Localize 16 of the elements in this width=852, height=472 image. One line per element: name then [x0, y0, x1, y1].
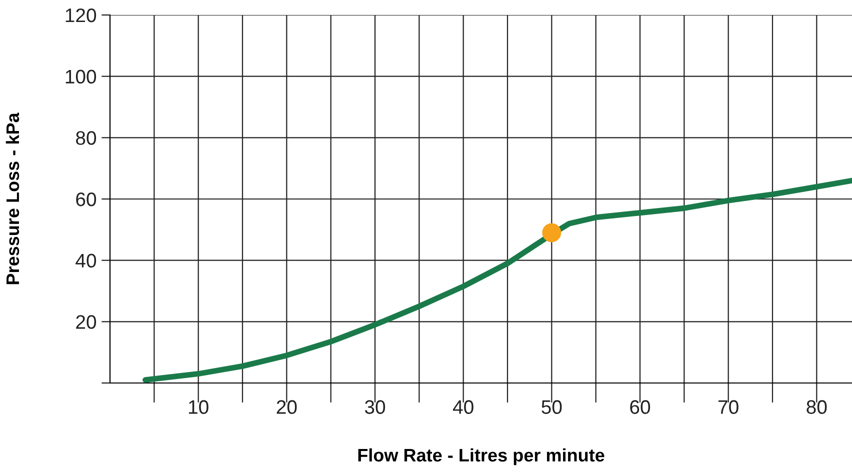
y-tick-label: 60 — [76, 192, 96, 206]
y-tick-label: 40 — [76, 254, 96, 268]
x-tick-label: 50 — [542, 400, 562, 414]
y-tick-label: 80 — [76, 131, 96, 145]
x-tick-label: 70 — [718, 400, 738, 414]
y-tick-label: 20 — [76, 315, 96, 329]
y-axis-title: Pressure Loss - kPa — [6, 112, 20, 284]
y-tick-label: 100 — [66, 70, 96, 84]
x-tick-label: 40 — [452, 400, 474, 414]
x-axis-title: Flow Rate - Litres per minute — [358, 448, 604, 466]
x-tick-label: 80 — [806, 400, 827, 414]
x-tick-label: 60 — [630, 400, 650, 414]
x-tick-label: 20 — [276, 400, 297, 414]
x-tick-label: 30 — [364, 400, 386, 414]
y-tick-label: 120 — [66, 8, 96, 22]
x-tick-label: 10 — [189, 400, 208, 414]
